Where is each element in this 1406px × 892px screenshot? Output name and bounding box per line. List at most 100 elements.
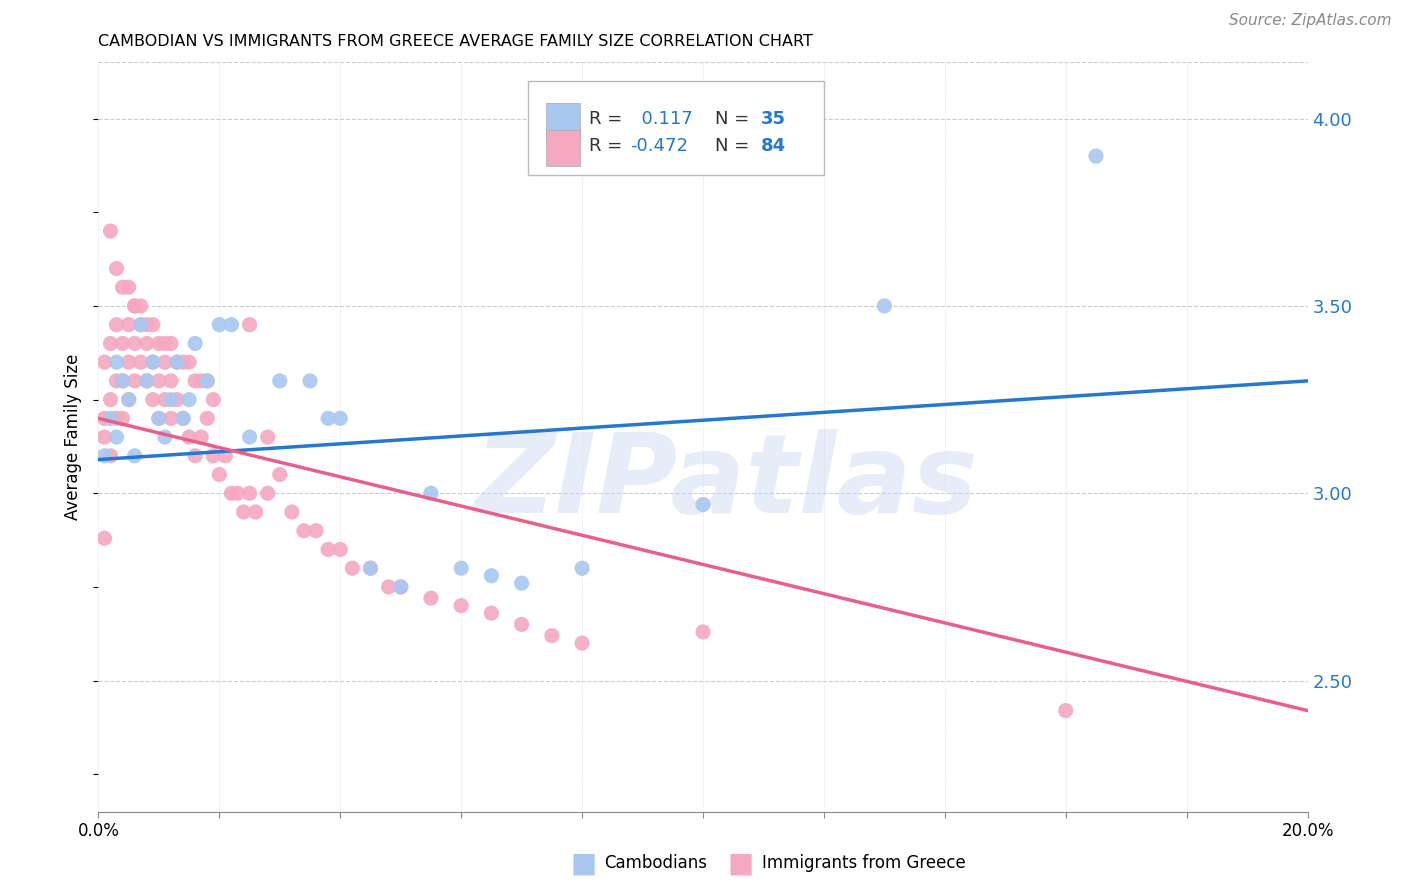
Point xyxy=(873,299,896,313)
Point xyxy=(389,580,412,594)
Point xyxy=(239,318,262,332)
Point xyxy=(118,392,141,407)
Point xyxy=(93,531,115,545)
Point xyxy=(105,411,128,425)
Point xyxy=(129,318,152,332)
Point xyxy=(342,561,364,575)
Point xyxy=(142,318,165,332)
Point xyxy=(172,411,194,425)
Point xyxy=(179,392,201,407)
Point xyxy=(153,336,176,351)
Point xyxy=(160,411,183,425)
Point xyxy=(172,411,194,425)
Point xyxy=(481,606,503,620)
Point xyxy=(195,374,218,388)
Point xyxy=(510,617,533,632)
Point xyxy=(118,355,141,369)
Point xyxy=(329,542,352,557)
FancyBboxPatch shape xyxy=(527,81,824,175)
Point xyxy=(305,524,328,538)
Y-axis label: Average Family Size: Average Family Size xyxy=(65,354,83,520)
Point xyxy=(292,524,315,538)
Point xyxy=(148,411,170,425)
Point xyxy=(135,374,157,388)
Point xyxy=(100,336,122,351)
Point xyxy=(360,561,382,575)
Point xyxy=(239,430,262,444)
Text: ■: ■ xyxy=(571,849,596,878)
Text: N =: N = xyxy=(716,137,749,155)
Point xyxy=(316,411,339,425)
Point xyxy=(135,318,157,332)
Point xyxy=(111,280,134,294)
Point xyxy=(93,355,115,369)
Point xyxy=(571,561,593,575)
Point xyxy=(111,374,134,388)
Point xyxy=(105,355,128,369)
Point xyxy=(105,261,128,276)
Point xyxy=(93,449,115,463)
Point xyxy=(118,392,141,407)
Point xyxy=(389,580,412,594)
Point xyxy=(195,411,218,425)
Text: Cambodians: Cambodians xyxy=(605,855,707,872)
Point xyxy=(226,486,249,500)
Point xyxy=(148,374,170,388)
Point xyxy=(190,374,212,388)
Text: -0.472: -0.472 xyxy=(630,137,689,155)
Point xyxy=(129,299,152,313)
Point xyxy=(221,486,243,500)
Point xyxy=(124,336,146,351)
Point xyxy=(135,336,157,351)
Point xyxy=(153,392,176,407)
Point xyxy=(160,336,183,351)
Point xyxy=(184,336,207,351)
Text: Immigrants from Greece: Immigrants from Greece xyxy=(762,855,966,872)
Point xyxy=(450,561,472,575)
Point xyxy=(142,392,165,407)
Point xyxy=(195,374,218,388)
Point xyxy=(214,449,236,463)
Point xyxy=(142,355,165,369)
Point xyxy=(172,355,194,369)
Point xyxy=(420,591,443,606)
Point xyxy=(118,280,141,294)
Point xyxy=(179,355,201,369)
Point xyxy=(105,374,128,388)
Point xyxy=(111,374,134,388)
Point xyxy=(135,374,157,388)
Text: R =: R = xyxy=(589,137,623,155)
Point xyxy=(377,580,399,594)
Point xyxy=(118,318,141,332)
Point xyxy=(166,355,188,369)
Point xyxy=(299,374,322,388)
Point xyxy=(360,561,382,575)
Point xyxy=(124,299,146,313)
Text: 35: 35 xyxy=(761,111,786,128)
Point xyxy=(571,636,593,650)
Point xyxy=(100,392,122,407)
Text: ■: ■ xyxy=(728,849,754,878)
Text: 84: 84 xyxy=(761,137,786,155)
Point xyxy=(692,498,714,512)
Text: N =: N = xyxy=(716,111,749,128)
Text: R =: R = xyxy=(589,111,623,128)
Point xyxy=(239,486,262,500)
Point xyxy=(245,505,267,519)
Point xyxy=(179,430,201,444)
Point xyxy=(420,486,443,500)
Point xyxy=(190,430,212,444)
Point xyxy=(269,374,291,388)
Point xyxy=(111,336,134,351)
Point xyxy=(105,318,128,332)
FancyBboxPatch shape xyxy=(546,103,579,139)
Point xyxy=(111,411,134,425)
Point xyxy=(316,542,339,557)
Point xyxy=(1085,149,1108,163)
Point xyxy=(692,624,714,639)
Point xyxy=(100,411,122,425)
Point xyxy=(184,374,207,388)
Point xyxy=(160,374,183,388)
Point xyxy=(232,505,254,519)
Point xyxy=(93,430,115,444)
